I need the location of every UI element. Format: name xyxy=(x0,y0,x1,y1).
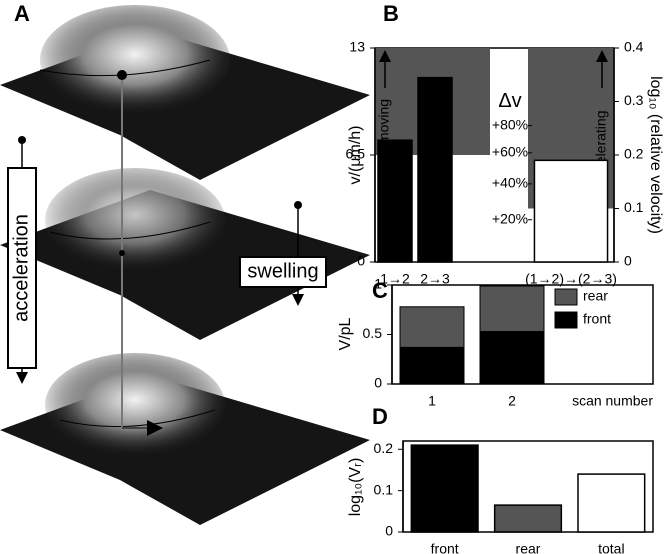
swelling-label: swelling xyxy=(247,260,318,282)
surface xyxy=(0,168,370,340)
y-tick-label: 0 xyxy=(385,523,393,539)
x-tick-label: front xyxy=(431,541,459,554)
x-tick-label: 1→2 xyxy=(380,271,410,287)
bar-segment xyxy=(399,346,465,385)
bar xyxy=(577,473,646,533)
bar xyxy=(377,139,413,263)
x-tick-label: 1 xyxy=(428,393,436,409)
x-tick-label: 2→3 xyxy=(420,271,450,287)
panel-letter: C xyxy=(372,278,388,303)
bar xyxy=(533,159,609,263)
bar-segment xyxy=(479,285,545,333)
bar xyxy=(493,504,563,533)
dv-tick-label: +60% xyxy=(492,144,528,160)
legend-label: rear xyxy=(583,288,608,304)
acceleration-label: acceleration xyxy=(10,214,32,322)
y-axis-label: log₁₀ (relative velocity) xyxy=(647,76,664,234)
y-tick-label: 0.4 xyxy=(624,39,644,55)
bar-segment xyxy=(479,331,545,385)
bar-segment xyxy=(399,306,465,348)
panel-letter: A xyxy=(14,1,30,26)
y-tick-label: 0.5 xyxy=(363,325,383,341)
surface xyxy=(0,5,370,180)
dv-label: Δv xyxy=(498,90,521,112)
panel-letter: D xyxy=(372,404,388,429)
centroid xyxy=(119,250,125,256)
y-tick-label: 1 xyxy=(374,276,382,292)
legend-label: front xyxy=(583,311,611,327)
x-tick-label: rear xyxy=(516,541,541,554)
x-tick-label: 2 xyxy=(508,393,516,409)
label-box xyxy=(7,167,37,369)
dv-tick-label: +20% xyxy=(492,210,528,226)
y-tick-label: 0.2 xyxy=(374,440,394,456)
dv-tick-label: +80% xyxy=(492,116,528,132)
x-axis-label: scan number xyxy=(572,393,653,409)
y-tick-label: 13 xyxy=(349,39,365,55)
y-tick-label: 0.3 xyxy=(624,92,644,108)
y-axis-label: log₁₀(Vᵣ) xyxy=(347,458,364,517)
threshold-label: moving xyxy=(376,99,392,144)
legend-swatch xyxy=(554,311,578,329)
y-tick-label: 0 xyxy=(357,253,365,269)
x-tick-label: (1→2)→(2→3) xyxy=(525,271,617,287)
surface xyxy=(0,353,370,525)
dv-tick-label: +40% xyxy=(492,175,528,191)
panel-a: A acceleration swelling xyxy=(0,1,370,525)
y-tick-label: 6.5 xyxy=(346,146,366,162)
y-axis-label: V/pL xyxy=(337,317,354,350)
label-box xyxy=(239,256,327,288)
x-tick-label: total xyxy=(598,541,624,554)
bar xyxy=(410,444,479,533)
bar xyxy=(417,76,453,263)
y-tick-label: 0.1 xyxy=(374,481,394,497)
legend-swatch xyxy=(554,288,578,306)
y-axis-label: v/(μm/h) xyxy=(347,126,364,185)
y-tick-label: 0.2 xyxy=(624,146,644,162)
y-tick-label: 0 xyxy=(624,253,632,269)
centroid xyxy=(117,70,127,80)
y-tick-label: 0 xyxy=(374,375,382,391)
y-tick-label: 0.1 xyxy=(624,199,644,215)
panel-letter: B xyxy=(383,1,399,26)
